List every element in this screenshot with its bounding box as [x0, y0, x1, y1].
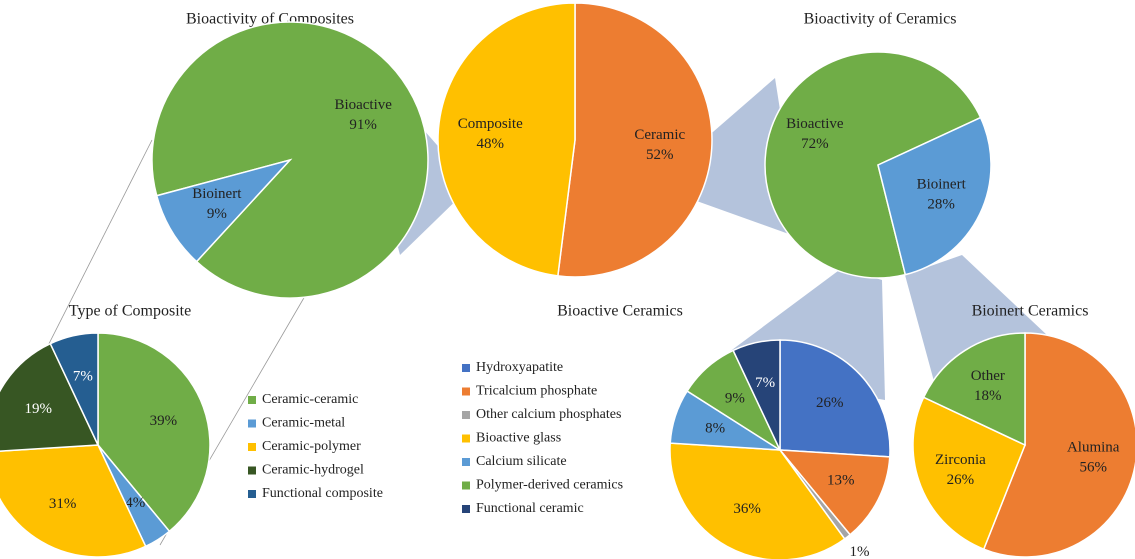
pie-slice — [0, 444, 147, 558]
pie-title: Type of Composite — [69, 303, 191, 320]
pie-slice — [778, 449, 891, 536]
data-label: 36% — [733, 501, 761, 517]
data-label: 19% — [24, 401, 52, 417]
slice-name: Bioinert — [917, 177, 967, 193]
pie-slice — [0, 342, 100, 452]
slice-name: Bioactive — [334, 97, 392, 113]
legend-swatch — [462, 434, 470, 443]
data-label: 13% — [827, 472, 855, 488]
legend-label: Ceramic-metal — [262, 416, 345, 431]
legend-label: Calcium silicate — [476, 454, 567, 469]
data-label: 26% — [816, 395, 844, 411]
legend-label: Functional composite — [262, 486, 383, 501]
pie-slice — [49, 332, 99, 446]
slice-name: Bioinert — [192, 186, 242, 202]
pie-title: Bioactivity of Ceramics — [804, 11, 957, 28]
data-label: 91% — [349, 117, 377, 133]
legend-label: Tricalcium phosphate — [476, 384, 597, 399]
data-label: 56% — [1079, 459, 1107, 475]
pie-slice — [912, 396, 1026, 551]
legend-label: Other calcium phosphates — [476, 407, 621, 422]
pie-slice — [669, 442, 846, 559]
legend-swatch — [462, 387, 470, 396]
pie-slice — [97, 332, 211, 533]
data-label: 18% — [974, 388, 1002, 404]
pie-slice — [877, 116, 992, 276]
legend-swatch — [248, 490, 256, 498]
legend-swatch — [248, 443, 256, 451]
pie-slice — [155, 158, 293, 263]
data-label: 28% — [927, 197, 955, 213]
legend-swatch — [462, 505, 470, 513]
pie-slice — [556, 2, 713, 278]
legend-swatch — [462, 411, 470, 419]
data-label: 7% — [73, 369, 93, 385]
pie-title: Bioinert Ceramics — [972, 303, 1089, 320]
data-label: 7% — [755, 375, 775, 391]
slice-name: Bioactive — [786, 116, 844, 132]
pie-slice — [922, 332, 1026, 447]
data-label: 39% — [150, 413, 178, 429]
slice-name: Alumina — [1067, 439, 1120, 455]
legend-label: Polymer-derived ceramics — [476, 478, 623, 493]
legend-label: Bioactive glass — [476, 431, 561, 446]
legend-label: Functional ceramic — [476, 501, 584, 516]
legend-swatch — [248, 419, 256, 428]
slice-name: Composite — [458, 116, 523, 132]
data-label: 9% — [725, 390, 745, 406]
data-label: 31% — [49, 496, 77, 512]
data-label: 72% — [801, 136, 829, 152]
data-label: 8% — [705, 420, 725, 436]
pie-slice — [437, 2, 576, 277]
data-label: 52% — [646, 147, 674, 163]
pie-slice — [779, 339, 891, 458]
slice-name: Other — [971, 368, 1005, 384]
pie-title: Bioactive Ceramics — [557, 303, 683, 320]
legend-swatch — [462, 364, 470, 372]
data-label: 48% — [476, 136, 504, 152]
legend-swatch — [462, 481, 470, 490]
legend-label: Ceramic-hydrogel — [262, 463, 364, 478]
legend-swatch — [462, 458, 470, 466]
slice-name: Ceramic — [634, 127, 685, 143]
legend-swatch — [248, 396, 256, 404]
legend-label: Ceramic-ceramic — [262, 392, 358, 407]
slice-name: Zirconia — [935, 452, 986, 468]
data-label: 26% — [947, 472, 975, 488]
pie-slice — [732, 339, 781, 451]
legend-label: Ceramic-polymer — [262, 439, 361, 454]
data-label: 1% — [850, 544, 870, 559]
data-label: 4% — [125, 495, 145, 511]
data-label: 9% — [207, 206, 227, 222]
pie-slice — [764, 51, 982, 279]
legend-label: Hydroxyapatite — [476, 360, 563, 375]
legend-swatch — [248, 466, 256, 475]
